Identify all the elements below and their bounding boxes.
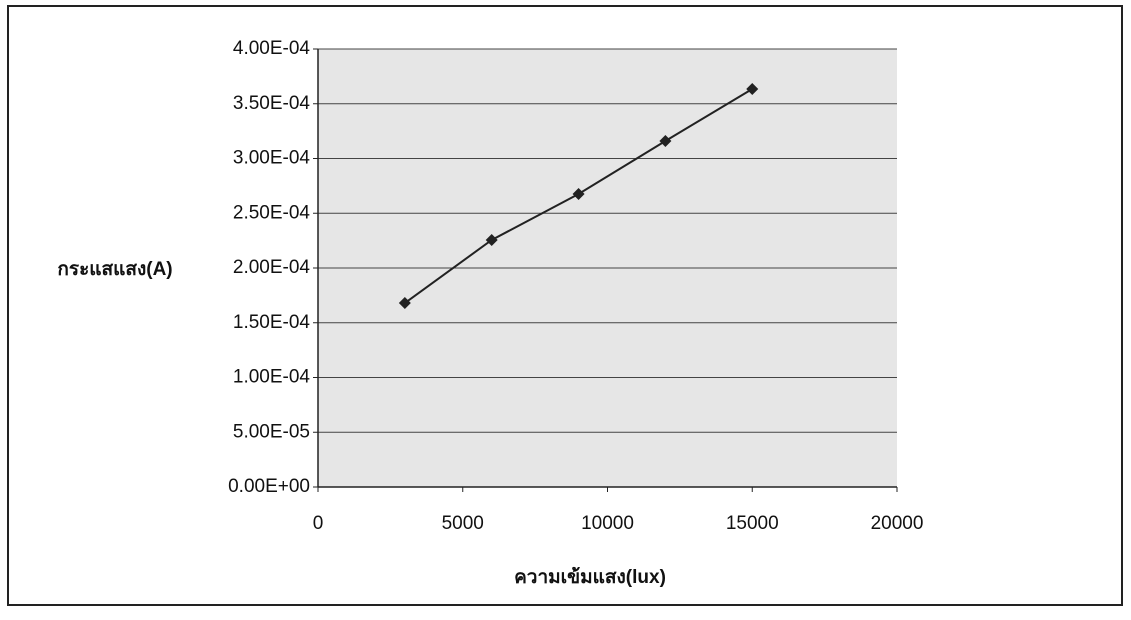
y-tick-label: 4.00E-04 bbox=[233, 38, 311, 59]
y-tick-label: 0.00E+00 bbox=[228, 476, 310, 497]
data-point bbox=[485, 233, 498, 246]
y-tick-label: 1.00E-04 bbox=[233, 367, 311, 388]
y-tick-label: 1.50E-04 bbox=[233, 312, 311, 333]
x-tick-label: 5000 bbox=[442, 513, 484, 534]
data-point bbox=[572, 187, 585, 200]
y-tick-label: 2.00E-04 bbox=[233, 257, 311, 278]
y-tick-label: 3.50E-04 bbox=[233, 93, 311, 114]
y-tick-label: 3.00E-04 bbox=[233, 148, 311, 169]
x-tick-label: 0 bbox=[313, 513, 324, 534]
x-tick-label: 15000 bbox=[726, 513, 779, 534]
x-tick-label: 20000 bbox=[871, 513, 924, 534]
x-tick-label: 10000 bbox=[581, 513, 634, 534]
y-tick-label: 5.00E-05 bbox=[233, 421, 310, 442]
data-point bbox=[398, 297, 411, 310]
y-axis-title: กระแสแสง(A) bbox=[57, 259, 172, 280]
data-point bbox=[659, 134, 672, 147]
data-point bbox=[746, 82, 759, 95]
x-axis-title: ความเข้มแสง(lux) bbox=[514, 566, 666, 588]
y-tick-label: 2.50E-04 bbox=[233, 202, 311, 223]
